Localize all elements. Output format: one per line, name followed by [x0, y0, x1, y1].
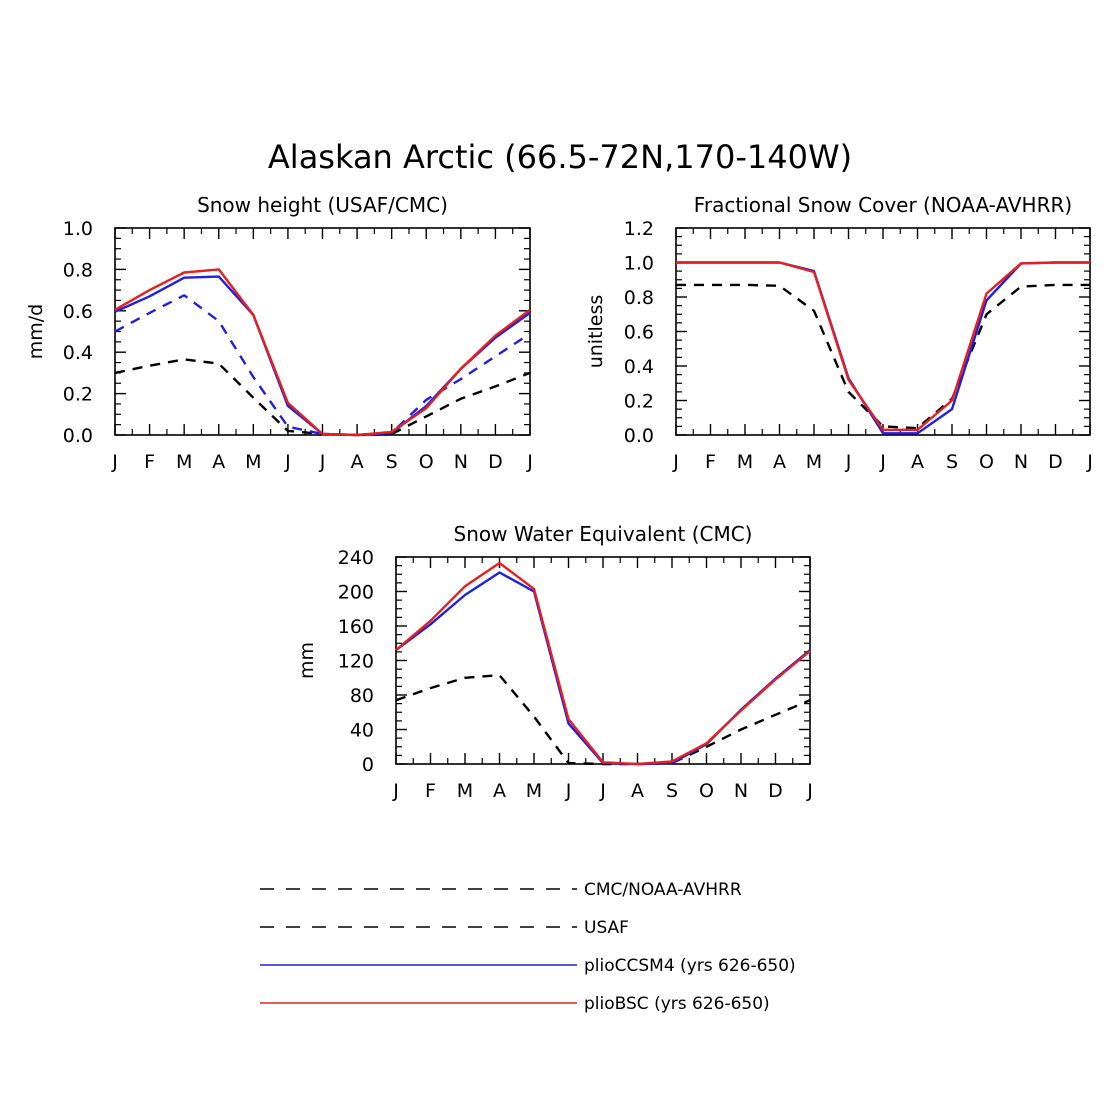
- x-tick-label: J: [392, 780, 399, 802]
- x-tick-label: A: [911, 451, 924, 473]
- x-tick-label: D: [1048, 451, 1063, 473]
- x-tick-label: A: [212, 451, 225, 473]
- panel-title: Fractional Snow Cover (NOAA-AVHRR): [694, 193, 1072, 217]
- series-line-plioccsm4: [114, 275, 531, 437]
- legend-label-ccsm4: plioCCSM4 (yrs 626-650): [584, 956, 796, 976]
- figure-title: Alaskan Arctic (66.5-72N,170-140W): [268, 138, 852, 176]
- y-axis-label: mm: [296, 642, 318, 679]
- x-tick-label: A: [631, 780, 644, 802]
- x-tick-label: J: [526, 451, 533, 473]
- series-line-cmc-noaa-avhrr: [676, 283, 1090, 430]
- x-tick-label: J: [1086, 451, 1093, 473]
- x-tick-label: D: [488, 451, 503, 473]
- fractional-snow-cover-panel: J F M A M J J A S O N D J0.00.20.40.60.81.01.2Fracti…: [585, 193, 1093, 473]
- y-tick-label: 0: [362, 754, 374, 776]
- legend-label-cmc: CMC/NOAA-AVHRR: [584, 880, 742, 900]
- x-tick-label: S: [946, 451, 958, 473]
- series-line-usaf: [114, 294, 531, 437]
- x-tick-label: O: [979, 451, 994, 473]
- series-line-cmc-noaa-avhrr: [395, 674, 811, 766]
- x-tick-label: N: [734, 780, 748, 802]
- x-tick-label: J: [806, 780, 813, 802]
- y-tick-label: 1.0: [624, 253, 654, 275]
- y-tick-label: 0.6: [624, 322, 654, 344]
- x-tick-label: J: [845, 451, 852, 473]
- x-tick-label: J: [672, 451, 679, 473]
- x-tick-label: M: [245, 451, 261, 473]
- y-tick-label: 0.8: [624, 287, 654, 309]
- x-tick-label: F: [425, 780, 436, 802]
- y-tick-label: 0.8: [63, 259, 93, 281]
- plot-frame: [395, 556, 811, 765]
- y-tick-label: 0.0: [63, 425, 93, 447]
- y-axis-label: unitless: [585, 295, 607, 369]
- y-tick-label: 0.0: [624, 425, 654, 447]
- y-tick-label: 240: [338, 547, 374, 569]
- x-tick-label: N: [1014, 451, 1028, 473]
- y-tick-label: 0.4: [624, 356, 654, 378]
- x-tick-label: N: [454, 451, 468, 473]
- legend-label-usaf: USAF: [584, 918, 629, 938]
- y-tick-label: 200: [338, 582, 374, 604]
- x-tick-label: F: [144, 451, 155, 473]
- y-tick-label: 0.4: [63, 342, 93, 364]
- plot-frame: [114, 227, 531, 436]
- y-tick-label: 1.0: [63, 218, 93, 240]
- x-tick-label: J: [599, 780, 606, 802]
- x-tick-label: A: [773, 451, 786, 473]
- series-line-pliobsc: [395, 561, 811, 766]
- y-tick-label: 0.6: [63, 301, 93, 323]
- y-tick-label: 0.2: [63, 384, 93, 406]
- series-line-pliobsc: [114, 268, 531, 437]
- x-tick-label: J: [319, 451, 326, 473]
- x-tick-label: J: [111, 451, 118, 473]
- y-tick-label: 160: [338, 616, 374, 638]
- legend-label-bsc: plioBSC (yrs 626-650): [584, 994, 770, 1014]
- y-tick-label: 40: [350, 720, 374, 742]
- x-tick-label: M: [176, 451, 192, 473]
- y-axis-label: mm/d: [25, 304, 47, 359]
- x-tick-label: S: [386, 451, 398, 473]
- x-tick-label: O: [419, 451, 434, 473]
- legend: CMC/NOAA-AVHRR USAF plioCCSM4 (yrs 626-6…: [260, 880, 796, 1014]
- x-tick-label: J: [284, 451, 291, 473]
- x-tick-label: M: [457, 780, 473, 802]
- x-tick-label: M: [806, 451, 822, 473]
- x-tick-label: M: [737, 451, 753, 473]
- plot-frame: [675, 227, 1091, 436]
- series-line-pliobsc: [676, 261, 1090, 431]
- x-tick-label: D: [768, 780, 783, 802]
- x-tick-label: J: [565, 780, 572, 802]
- y-tick-label: 80: [350, 685, 374, 707]
- series-line-plioccsm4: [395, 571, 811, 766]
- x-tick-label: A: [351, 451, 364, 473]
- y-tick-label: 120: [338, 651, 374, 673]
- panel-title: Snow Water Equivalent (CMC): [454, 522, 753, 546]
- x-tick-label: J: [879, 451, 886, 473]
- y-tick-label: 1.2: [624, 218, 654, 240]
- x-tick-label: F: [705, 451, 716, 473]
- series-line-cmc-noaa-avhrr: [114, 358, 531, 437]
- x-tick-label: S: [666, 780, 678, 802]
- x-tick-label: M: [526, 780, 542, 802]
- x-tick-label: O: [699, 780, 714, 802]
- panel-title: Snow height (USAF/CMC): [197, 193, 448, 217]
- x-tick-label: A: [493, 780, 506, 802]
- y-tick-label: 0.2: [624, 391, 654, 413]
- series-line-plioccsm4: [676, 261, 1090, 435]
